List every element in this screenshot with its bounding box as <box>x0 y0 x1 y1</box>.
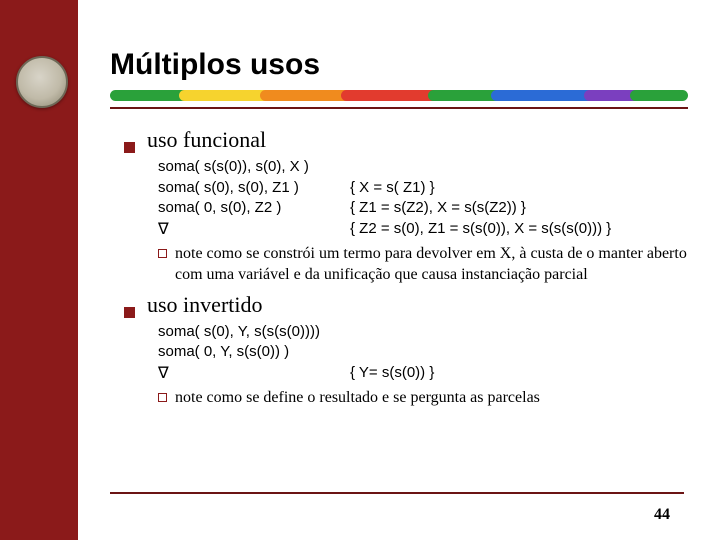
code-right: { Z2 = s(0), Z1 = s(s(0)), X = s(s(s(0))… <box>350 219 688 240</box>
footer-rule <box>110 492 684 494</box>
code-left: ∇ <box>158 363 350 385</box>
code-row: ∇ { Z2 = s(0), Z1 = s(s(0)), X = s(s(s(0)… <box>158 219 688 241</box>
code-left: soma( 0, s(0), Z2 ) <box>158 198 350 219</box>
section-heading: uso invertido <box>124 292 688 318</box>
rainbow-segment <box>630 90 688 101</box>
code-left: soma( s(0), Y, s(s(s(0)))) <box>158 322 350 343</box>
section-body: soma( s(s(0)), s(0), X )soma( s(0), s(0)… <box>158 157 688 286</box>
note-text: note como se constrói um termo para devo… <box>175 244 688 286</box>
bullet-circle-icon <box>124 307 135 318</box>
code-row: soma( s(0), Y, s(s(s(0)))) <box>158 322 688 343</box>
code-left: soma( s(s(0)), s(0), X ) <box>158 157 350 178</box>
rainbow-divider <box>110 90 688 101</box>
square-bullet-icon <box>158 249 167 258</box>
code-right: { Y= s(s(0)) } <box>350 363 688 384</box>
sections-container: uso funcionalsoma( s(s(0)), s(0), X )som… <box>110 127 688 409</box>
code-row: soma( 0, s(0), Z2 ){ Z1 = s(Z2), X = s(s… <box>158 198 688 219</box>
code-left: ∇ <box>158 219 350 241</box>
section-heading-text: uso funcional <box>147 127 266 153</box>
title-underline <box>110 107 688 109</box>
section-heading: uso funcional <box>124 127 688 153</box>
slide-title: Múltiplos usos <box>110 48 688 82</box>
note-row: note como se define o resultado e se per… <box>158 388 688 409</box>
code-row: soma( s(0), s(0), Z1 ){ X = s( Z1) } <box>158 178 688 199</box>
nabla-icon: ∇ <box>158 219 176 241</box>
page-number: 44 <box>654 506 670 524</box>
university-seal-icon <box>16 56 68 108</box>
slide-content: Múltiplos usos uso funcional soma( s(s(0)… <box>110 48 688 540</box>
code-right: { Z1 = s(Z2), X = s(s(Z2)) } <box>350 198 688 219</box>
section-heading-text: uso invertido <box>147 292 263 318</box>
square-bullet-icon <box>158 393 167 402</box>
bullet-circle-icon <box>124 142 135 153</box>
code-left: soma( s(0), s(0), Z1 ) <box>158 178 350 199</box>
code-left: soma( 0, Y, s(s(0)) ) <box>158 342 350 363</box>
note-row: note como se constrói um termo para devo… <box>158 244 688 286</box>
code-right: { X = s( Z1) } <box>350 178 688 199</box>
code-row: soma( s(s(0)), s(0), X ) <box>158 157 688 178</box>
nabla-icon: ∇ <box>158 363 176 385</box>
note-text: note como se define o resultado e se per… <box>175 388 540 409</box>
code-row: ∇ { Y= s(s(0)) } <box>158 363 688 385</box>
section-body: soma( s(0), Y, s(s(s(0))))soma( 0, Y, s(… <box>158 322 688 409</box>
code-row: soma( 0, Y, s(s(0)) ) <box>158 342 688 363</box>
